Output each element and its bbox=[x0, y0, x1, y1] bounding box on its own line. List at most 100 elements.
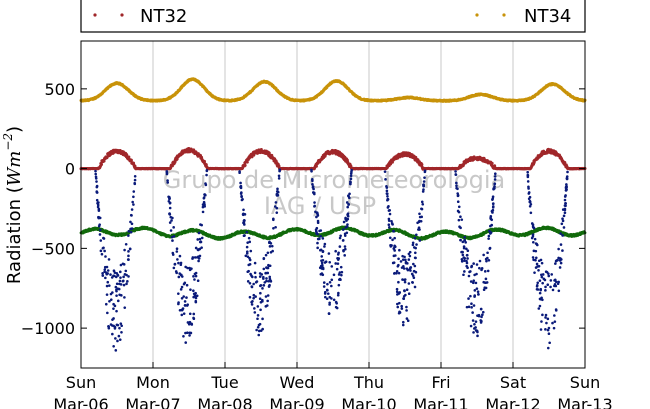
point-bottom bbox=[321, 237, 325, 240]
point-bottom bbox=[180, 285, 184, 289]
point-bottom bbox=[267, 263, 270, 267]
point-bottom bbox=[115, 294, 118, 297]
point-bottom bbox=[392, 247, 396, 250]
point-bottom bbox=[392, 254, 396, 258]
point-bottom bbox=[174, 270, 178, 273]
point-bottom bbox=[311, 178, 314, 181]
point-bottom bbox=[473, 322, 476, 326]
point-bottom bbox=[388, 212, 392, 216]
point-bottom bbox=[104, 302, 108, 306]
point-bottom bbox=[341, 239, 345, 242]
point-bottom bbox=[103, 249, 106, 253]
point-bottom bbox=[407, 258, 411, 261]
point-bottom bbox=[346, 214, 350, 218]
point-bottom bbox=[201, 205, 205, 209]
point-bottom bbox=[269, 250, 273, 254]
point-bottom bbox=[384, 178, 387, 181]
point-bottom bbox=[312, 191, 315, 195]
point-bottom bbox=[185, 296, 188, 299]
point-bottom bbox=[205, 169, 209, 173]
point-bottom bbox=[265, 279, 268, 283]
point-bottom bbox=[185, 283, 189, 287]
point-bottom bbox=[129, 227, 132, 231]
point-bottom bbox=[101, 246, 105, 250]
point-bottom bbox=[127, 254, 130, 258]
point-nt32 bbox=[270, 153, 274, 157]
point-bottom bbox=[326, 282, 329, 286]
point-nt32 bbox=[490, 161, 494, 165]
point-bottom bbox=[254, 281, 258, 284]
point-bottom bbox=[272, 226, 275, 230]
point-bottom bbox=[349, 182, 352, 186]
point-bottom bbox=[198, 254, 202, 258]
point-nt32 bbox=[267, 151, 271, 155]
point-bottom bbox=[262, 284, 266, 287]
point-bottom bbox=[257, 329, 261, 333]
point-bottom bbox=[238, 171, 241, 175]
point-bottom bbox=[412, 269, 416, 273]
point-bottom bbox=[402, 297, 405, 300]
point-bottom bbox=[194, 296, 198, 300]
point-bottom bbox=[252, 293, 256, 297]
point-bottom bbox=[413, 256, 417, 260]
point-bottom bbox=[401, 323, 405, 327]
point-bottom bbox=[341, 228, 345, 231]
point-bottom bbox=[268, 275, 272, 279]
point-bottom bbox=[199, 240, 202, 243]
point-bottom bbox=[334, 262, 338, 265]
point-bottom bbox=[197, 259, 200, 263]
point-bottom bbox=[316, 241, 319, 245]
point-bottom bbox=[467, 297, 470, 300]
point-bottom bbox=[243, 234, 246, 237]
point-bottom bbox=[332, 298, 336, 302]
point-bottom bbox=[330, 265, 334, 268]
point-bottom bbox=[183, 281, 187, 285]
point-bottom bbox=[396, 305, 400, 309]
point-bottom bbox=[316, 219, 320, 223]
point-bottom bbox=[261, 300, 264, 303]
point-bottom bbox=[118, 293, 121, 297]
point-bottom bbox=[122, 275, 125, 279]
point-bottom bbox=[128, 247, 132, 251]
point-bottom bbox=[339, 234, 342, 238]
point-bottom bbox=[248, 263, 252, 266]
point-bottom bbox=[404, 258, 407, 262]
point-bottom bbox=[274, 225, 277, 229]
point-bottom bbox=[241, 198, 244, 201]
point-bottom bbox=[475, 287, 479, 290]
point-bottom bbox=[388, 236, 392, 240]
point-bottom bbox=[122, 283, 126, 287]
point-bottom bbox=[132, 190, 136, 193]
point-bottom bbox=[177, 292, 180, 295]
point-bottom bbox=[338, 236, 342, 240]
point-bottom bbox=[197, 231, 201, 235]
point-bottom bbox=[133, 174, 137, 178]
point-bottom bbox=[250, 274, 253, 277]
point-bottom bbox=[318, 237, 321, 241]
point-bottom bbox=[400, 304, 403, 308]
point-bottom bbox=[106, 311, 109, 315]
point-bottom bbox=[423, 176, 426, 179]
point-bottom bbox=[262, 275, 265, 279]
point-bottom bbox=[125, 282, 128, 286]
point-bottom bbox=[97, 216, 101, 220]
point-bottom bbox=[349, 174, 353, 178]
point-bottom bbox=[245, 252, 249, 255]
point-bottom bbox=[132, 195, 135, 199]
point-bottom bbox=[252, 282, 255, 286]
point-bottom bbox=[338, 245, 342, 248]
point-bottom bbox=[167, 195, 170, 199]
point-bottom bbox=[119, 283, 123, 286]
point-bottom bbox=[323, 292, 327, 295]
point-bottom bbox=[114, 337, 117, 340]
point-nt32 bbox=[127, 155, 131, 159]
watermark-line-1: Grupo de Micrometeorologia bbox=[163, 166, 505, 194]
point-bottom bbox=[387, 219, 391, 222]
point-bottom bbox=[347, 194, 350, 197]
point-bottom bbox=[168, 206, 172, 210]
point-bottom bbox=[171, 253, 175, 256]
point-bottom bbox=[473, 294, 477, 297]
point-bottom bbox=[320, 255, 324, 258]
point-bottom bbox=[257, 333, 261, 337]
point-bottom bbox=[248, 240, 252, 244]
